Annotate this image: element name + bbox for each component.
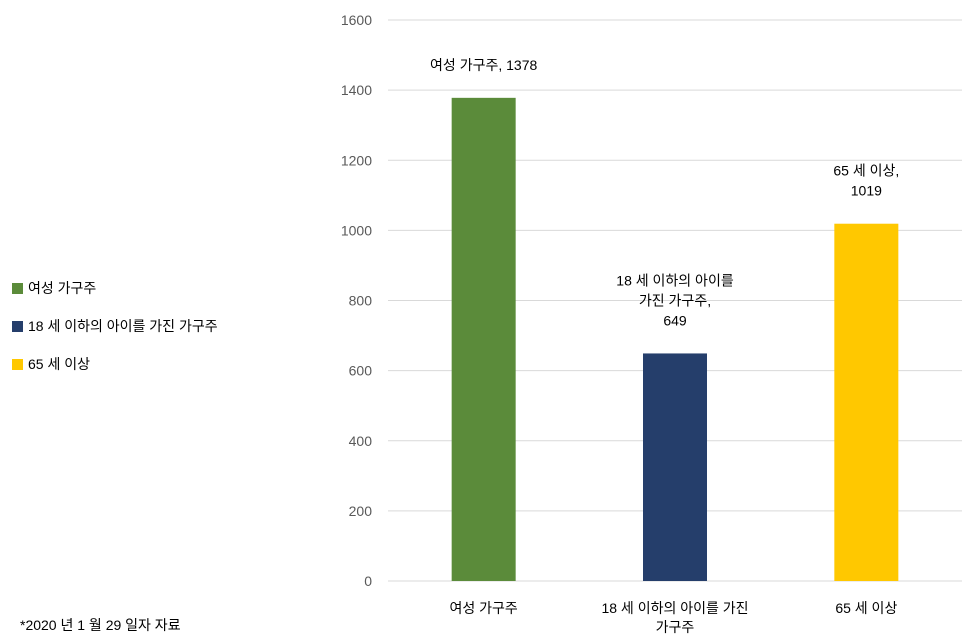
bar bbox=[834, 223, 899, 581]
legend-label-householder-with-children: 18 세 이하의 아이를 가진 가구주 bbox=[28, 318, 218, 334]
legend-swatch-householder-with-children bbox=[12, 320, 23, 332]
legend-label-female-householder: 여성 가구주 bbox=[28, 280, 97, 296]
y-tick-label: 1400 bbox=[341, 82, 372, 98]
legend-item-age-65-plus: 65 세 이상 bbox=[12, 354, 218, 374]
x-tick-label: 65 세 이상 bbox=[835, 600, 897, 616]
y-tick-label: 1200 bbox=[341, 152, 372, 168]
x-tick-label: 여성 가구주 bbox=[450, 600, 518, 616]
legend-item-householder-with-children: 18 세 이하의 아이를 가진 가구주 bbox=[12, 316, 218, 336]
legend: 여성 가구주 18 세 이하의 아이를 가진 가구주 65 세 이상 bbox=[12, 278, 218, 392]
data-label: 65 세 이상, 1019 bbox=[833, 163, 899, 199]
legend-label-age-65-plus: 65 세 이상 bbox=[28, 356, 90, 372]
y-tick-label: 1000 bbox=[341, 222, 372, 238]
y-tick-label: 600 bbox=[349, 363, 373, 379]
legend-swatch-female-householder bbox=[12, 282, 23, 294]
data-label: 18 세 이하의 아이를 가진 가구주, 649 bbox=[616, 272, 734, 328]
footnote: *2020 년 1 월 29 일자 자료 bbox=[20, 617, 181, 633]
bar bbox=[451, 97, 516, 582]
bar bbox=[643, 353, 707, 581]
legend-item-female-householder: 여성 가구주 bbox=[12, 278, 218, 298]
y-tick-label: 0 bbox=[364, 573, 372, 589]
y-tick-label: 800 bbox=[349, 293, 373, 309]
y-tick-label: 200 bbox=[349, 503, 373, 519]
data-label: 여성 가구주, 1378 bbox=[430, 57, 537, 73]
x-tick-label: 18 세 이하의 아이를 가진 가구주 bbox=[601, 600, 748, 635]
y-tick-label: 400 bbox=[349, 433, 373, 449]
legend-swatch-age-65-plus bbox=[12, 358, 23, 370]
y-tick-label: 1600 bbox=[341, 12, 372, 28]
